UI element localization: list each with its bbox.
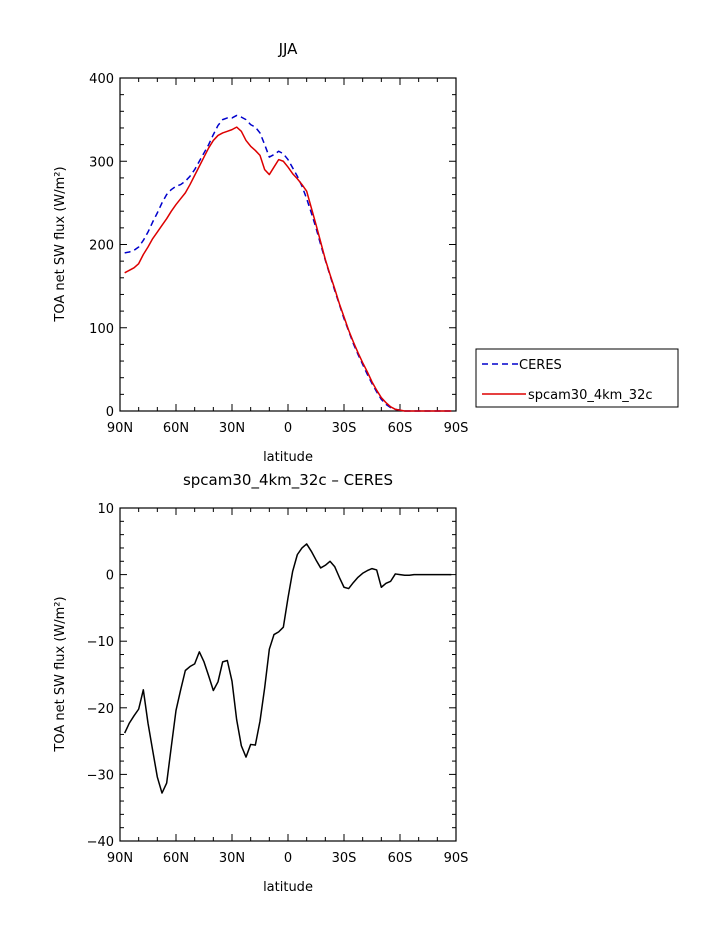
y-tick-label: 0 bbox=[106, 405, 114, 420]
x-tick-label: 60N bbox=[163, 851, 189, 866]
top-plot-frame bbox=[119, 77, 457, 412]
bottom-y-axis-label: TOA net SW flux (W/m²) bbox=[53, 596, 68, 752]
x-tick-label: 30N bbox=[219, 851, 245, 866]
x-tick-label: 90N bbox=[107, 851, 133, 866]
x-tick-label: 90N bbox=[107, 421, 133, 436]
legend-label-ceres: CERES bbox=[519, 358, 562, 373]
x-tick-label: 60S bbox=[388, 851, 413, 866]
top-ticks bbox=[119, 77, 457, 412]
y-tick-label: 0 bbox=[106, 569, 114, 584]
y-tick-label: 10 bbox=[97, 502, 114, 517]
y-tick-label: −10 bbox=[87, 635, 114, 650]
y-tick-label: −30 bbox=[87, 768, 114, 783]
series-line-spcam30-4km-32c bbox=[124, 126, 452, 412]
bottom-panel: spcam30_4km_32c – CERES 90N 60N 30N 0 30S 60S… bbox=[53, 471, 468, 895]
top-x-tick-labels: 90N 60N 30N 0 30S 60S 90S bbox=[107, 421, 469, 436]
y-tick-label: 200 bbox=[89, 239, 114, 254]
x-tick-label: 30N bbox=[219, 421, 245, 436]
x-tick-label: 30S bbox=[332, 851, 357, 866]
y-tick-label: −20 bbox=[87, 702, 114, 717]
top-series-lines bbox=[124, 114, 452, 412]
difference-series-line bbox=[123, 543, 452, 794]
x-tick-label: 90S bbox=[444, 421, 469, 436]
legend-box bbox=[475, 348, 679, 408]
x-tick-label: 90S bbox=[444, 851, 469, 866]
y-tick-label: 100 bbox=[89, 322, 114, 337]
top-y-axis-label: TOA net SW flux (W/m²) bbox=[53, 166, 68, 322]
top-x-axis-label: latitude bbox=[263, 450, 313, 465]
bottom-y-tick-labels: −40 −30 −20 −10 0 10 bbox=[87, 502, 114, 850]
x-tick-label: 0 bbox=[284, 851, 292, 866]
series-line-ceres bbox=[124, 114, 452, 412]
y-tick-label: −40 bbox=[87, 835, 114, 850]
bottom-x-tick-labels: 90N 60N 30N 0 30S 60S 90S bbox=[107, 851, 469, 866]
y-tick-label: 400 bbox=[89, 72, 114, 87]
top-y-tick-labels: 0 100 200 300 400 bbox=[89, 72, 114, 420]
bottom-plot-frame bbox=[119, 507, 457, 842]
top-chart-title: JJA bbox=[278, 40, 299, 58]
x-tick-label: 30S bbox=[332, 421, 357, 436]
bottom-x-axis-label: latitude bbox=[263, 880, 313, 895]
bottom-ticks bbox=[119, 507, 457, 842]
bottom-series-lines bbox=[123, 543, 452, 794]
top-panel: JJA 90N 60N 30N 0 30S 60S 90S 0 100 200 300 400 la… bbox=[53, 40, 679, 465]
x-tick-label: 0 bbox=[284, 421, 292, 436]
legend: CERES spcam30_4km_32c bbox=[475, 348, 679, 408]
x-tick-label: 60S bbox=[388, 421, 413, 436]
y-tick-label: 300 bbox=[89, 155, 114, 170]
x-tick-label: 60N bbox=[163, 421, 189, 436]
bottom-chart-title: spcam30_4km_32c – CERES bbox=[183, 471, 393, 490]
legend-label-spcam: spcam30_4km_32c bbox=[528, 388, 653, 403]
